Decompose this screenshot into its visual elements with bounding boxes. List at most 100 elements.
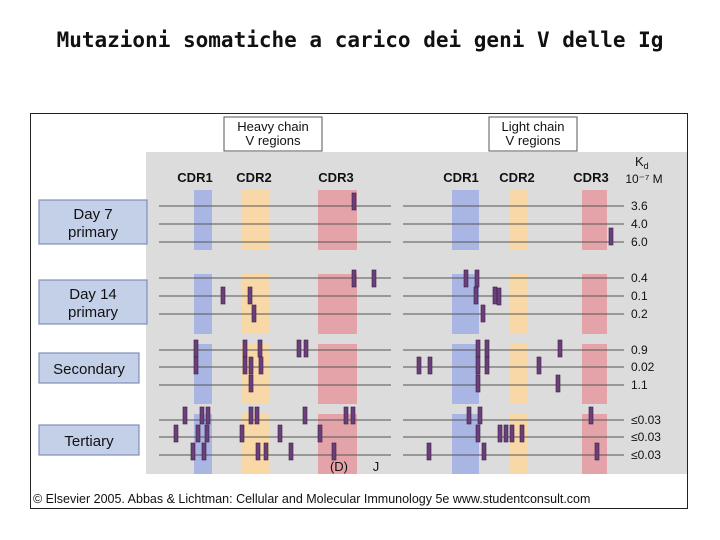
mutation-mark: [258, 356, 264, 375]
mutation-mark: [248, 406, 254, 425]
mutation-mark: [475, 424, 481, 443]
light-chain-header-line2: V regions: [506, 133, 561, 148]
heavy-cdr3-band-g2: [318, 274, 357, 334]
mutation-mark: [497, 424, 503, 443]
light-chain-header-box: [488, 116, 578, 152]
heavy-cdr2-header: CDR2: [236, 170, 271, 185]
group-label: Tertiary: [64, 433, 114, 450]
heavy-chain-header-line2: V regions: [246, 133, 301, 148]
light-cdr1-band-g3: [452, 344, 479, 404]
mutation-mark: [555, 374, 561, 393]
light-cdr3-band-g1: [582, 190, 607, 250]
mutation-mark: [242, 356, 248, 375]
light-cdr2-band-g2: [510, 274, 528, 334]
mutation-mark: [242, 339, 248, 358]
mutation-mark: [503, 424, 509, 443]
kd-value: 6.0: [631, 235, 648, 249]
light-chain-header-line1: Light chain: [502, 119, 565, 134]
mutation-mark: [519, 424, 525, 443]
mutation-mark: [484, 356, 490, 375]
heavy-cdr1-band-g3: [194, 344, 212, 404]
mutation-mark: [492, 286, 498, 305]
mutation-mark: [193, 339, 199, 358]
light-cdr2-band-g1: [510, 190, 528, 250]
kd-subscript: d: [644, 161, 649, 171]
mutation-mark: [473, 286, 479, 305]
kd-value: 0.4: [631, 271, 648, 285]
mutation-mark: [254, 406, 260, 425]
light-cdr3-header: CDR3: [573, 170, 608, 185]
heavy-cdr2-band-g1: [241, 190, 270, 250]
mutation-mark: [475, 339, 481, 358]
mutation-mark: [277, 424, 283, 443]
mutation-mark: [594, 442, 600, 461]
heavy-chain-header-box: [223, 116, 323, 152]
mutation-mark: [331, 442, 337, 461]
heavy-cdr3-band-g1: [318, 190, 357, 250]
mutation-mark: [288, 442, 294, 461]
group-label-line2: primary: [68, 304, 119, 321]
mutation-mark: [588, 406, 594, 425]
light-cdr2-band-g3: [510, 344, 528, 404]
mutation-figure: Heavy chain V regions Light chain V regions…: [30, 113, 688, 509]
mutation-mark: [509, 424, 515, 443]
light-cdr3-band-g4: [582, 414, 607, 474]
mutation-mark: [475, 356, 481, 375]
heavy-cdr2-band-g2: [241, 274, 270, 334]
mutation-mark: [263, 442, 269, 461]
group-label-line2: primary: [68, 224, 119, 241]
mutation-mark: [463, 269, 469, 288]
heavy-cdr3-header: CDR3: [318, 170, 353, 185]
mutation-mark: [255, 442, 261, 461]
group-label-box: [38, 352, 140, 384]
group-label-box: [38, 199, 148, 245]
mutation-mark: [351, 192, 357, 211]
kd-value: 3.6: [631, 199, 648, 213]
mutation-mark: [193, 356, 199, 375]
mutation-mark: [248, 356, 254, 375]
light-cdr1-header: CDR1: [443, 170, 478, 185]
group-label-box: [38, 424, 140, 456]
kd-value: ≤0.03: [631, 430, 661, 444]
mutation-mark: [351, 269, 357, 288]
heavy-cdr3-band-g3: [318, 344, 357, 404]
group-label-line1: Day 7: [73, 206, 112, 223]
kd-value: 1.1: [631, 378, 648, 392]
mutation-mark: [204, 424, 210, 443]
mutation-mark: [343, 406, 349, 425]
mutation-mark: [296, 339, 302, 358]
heavy-cdr3-band-g4: [318, 414, 357, 474]
group-label-box: [38, 279, 148, 325]
mutation-mark: [536, 356, 542, 375]
light-cdr3-band-g2: [582, 274, 607, 334]
copyright-line: © Elsevier 2005. Abbas & Lichtman: Cellu…: [33, 492, 590, 506]
light-cdr1-band-g4: [452, 414, 479, 474]
kd-value: 4.0: [631, 217, 648, 231]
mutation-mark: [608, 227, 614, 246]
mutation-mark: [426, 442, 432, 461]
group-label: Secondary: [53, 361, 125, 378]
mutation-mark: [496, 287, 502, 306]
kd-value: 0.9: [631, 343, 648, 357]
mutation-mark: [302, 406, 308, 425]
slide-title: Mutazioni somatiche a carico dei geni V …: [56, 28, 664, 52]
mutation-mark: [416, 356, 422, 375]
mutation-mark: [371, 269, 377, 288]
heavy-cdr1-band-g1: [194, 190, 212, 250]
mutation-mark: [350, 406, 356, 425]
mutation-mark: [474, 269, 480, 288]
mutation-mark: [317, 424, 323, 443]
mutation-mark: [201, 442, 207, 461]
heavy-chain-header-line1: Heavy chain: [237, 119, 309, 134]
kd-value: ≤0.03: [631, 413, 661, 427]
mutation-mark: [220, 286, 226, 305]
mutation-mark: [477, 406, 483, 425]
kd-value: 0.1: [631, 289, 648, 303]
light-cdr2-band-g4: [510, 414, 528, 474]
kd-value: 0.02: [631, 360, 655, 374]
kd-unit: 10⁻⁷ M: [625, 172, 662, 186]
footer-j-label: J: [373, 459, 380, 474]
light-cdr3-band-g3: [582, 344, 607, 404]
mutation-mark: [480, 304, 486, 323]
